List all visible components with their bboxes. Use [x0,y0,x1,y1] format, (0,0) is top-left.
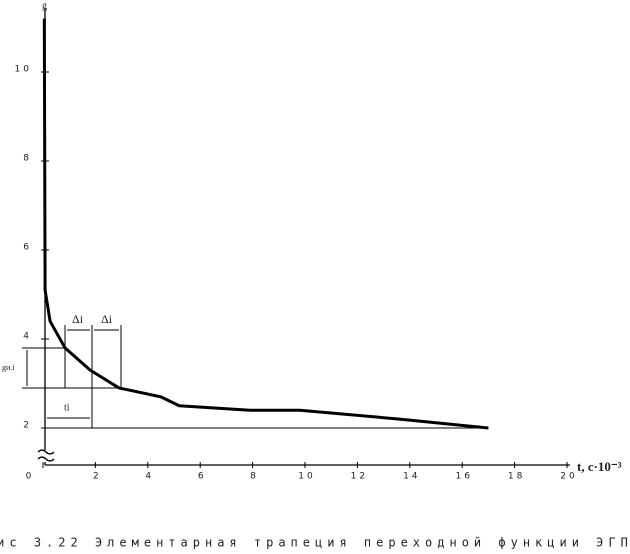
x-tick-label: 20 [560,472,577,482]
x-tick-label: 12 [351,472,368,482]
x-tick-label: 6 [198,472,207,482]
axis-break [37,449,55,462]
caption: Рис 3.22 Элементарная трапеция переходно… [0,536,630,550]
x-tick-label: 4 [145,472,154,482]
y-tick-label: 10 [15,65,32,75]
annotation: gи.i [2,363,15,372]
construction [22,325,488,429]
x-tick-label: 16 [455,472,472,482]
y-tick-label: 2 [23,421,32,431]
line [42,18,489,430]
annotation: Δi [101,312,113,326]
x-tick-label: 18 [508,472,525,482]
y-tick-label: 4 [23,332,32,342]
x-label: t, c·10⁻³ [577,459,622,474]
x-tick-label: 0 [26,472,35,482]
x-tick-label: 14 [403,472,420,482]
y-tick-label: 8 [23,154,32,164]
annotation: Δi [72,312,84,326]
y-tick-label: 6 [23,243,32,253]
y-label: g [42,0,47,11]
x-tick-label: 10 [298,472,315,482]
annotation: ti [64,402,70,413]
x-tick-label: 2 [93,472,102,482]
x-tick-label: 8 [250,472,259,482]
